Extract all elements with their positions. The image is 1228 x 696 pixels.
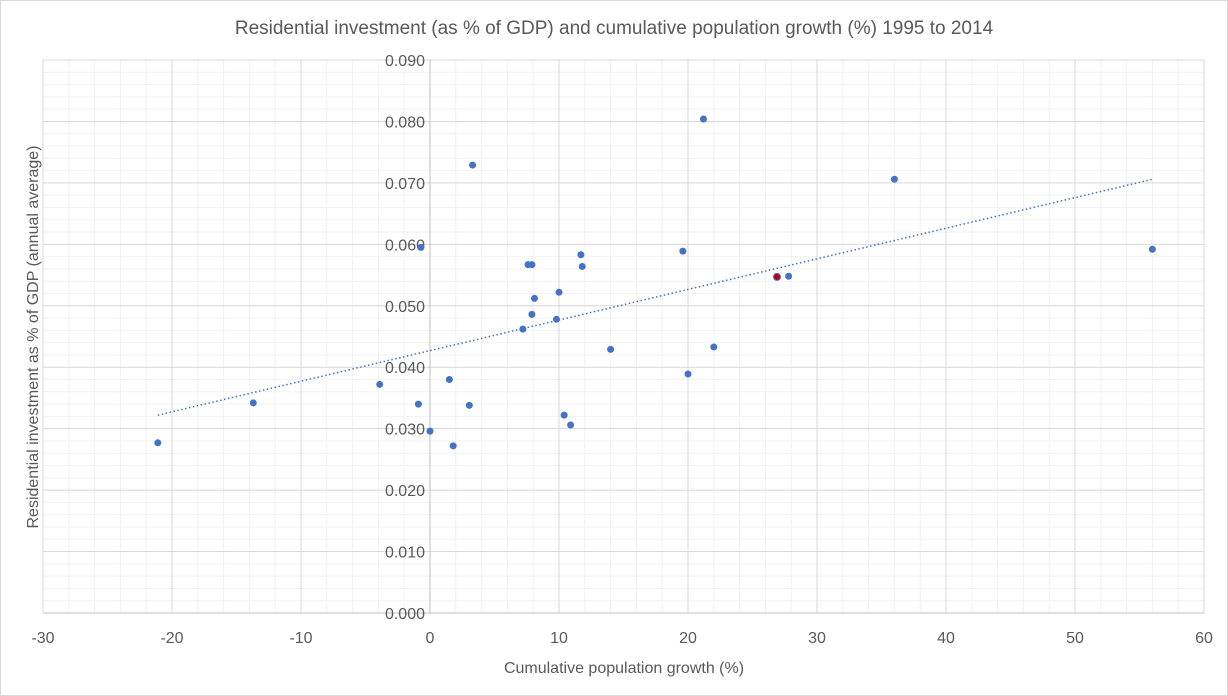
data-point xyxy=(552,315,560,323)
data-point xyxy=(785,272,793,280)
points-layer xyxy=(154,115,1156,450)
data-point xyxy=(555,288,563,296)
data-point xyxy=(578,262,586,270)
highlighted-data-point xyxy=(773,272,782,281)
axes: -30 -20 -10 0 10 20 30 40 50 60 0.000 0.010 0.020 0.0… xyxy=(31,53,1213,647)
data-point xyxy=(426,427,434,435)
chart-title: Residential investment (as % of GDP) and… xyxy=(235,18,994,39)
data-point xyxy=(465,401,473,409)
x-tick-label: 0 xyxy=(426,630,435,647)
data-point xyxy=(528,261,536,269)
x-tick-label: 60 xyxy=(1195,630,1213,647)
data-point xyxy=(376,380,384,388)
data-point xyxy=(449,442,457,450)
data-point xyxy=(414,400,422,408)
y-tick-label: 0.040 xyxy=(385,360,425,377)
data-point xyxy=(679,247,687,255)
data-point xyxy=(417,243,425,251)
y-tick-label: 0.000 xyxy=(385,606,425,623)
y-tick-label: 0.060 xyxy=(385,237,425,254)
data-point xyxy=(249,399,257,407)
y-axis-label: Residential investment as % of GDP (annu… xyxy=(25,145,42,528)
y-tick-label: 0.050 xyxy=(385,299,425,316)
y-tick-label: 0.010 xyxy=(385,545,425,562)
data-point xyxy=(684,370,692,378)
data-point xyxy=(890,175,898,183)
x-tick-label: 40 xyxy=(937,630,955,647)
y-tick-label: 0.070 xyxy=(385,176,425,193)
x-tick-label: -10 xyxy=(289,630,312,647)
x-tick-label: -20 xyxy=(160,630,183,647)
x-tick-label: 20 xyxy=(679,630,697,647)
data-point xyxy=(567,421,575,429)
data-point xyxy=(699,115,707,123)
data-point xyxy=(560,411,568,419)
y-tick-label: 0.030 xyxy=(385,422,425,439)
data-point xyxy=(710,343,718,351)
x-tick-label: -30 xyxy=(31,630,54,647)
x-tick-label: 10 xyxy=(550,630,568,647)
x-axis-label: Cumulative population growth (%) xyxy=(504,660,744,677)
data-point xyxy=(469,161,477,169)
x-tick-label: 50 xyxy=(1066,630,1084,647)
data-point xyxy=(519,325,527,333)
data-point xyxy=(445,376,453,384)
y-tick-label: 0.080 xyxy=(385,114,425,131)
y-tick-label: 0.020 xyxy=(385,483,425,500)
data-point xyxy=(577,251,585,259)
x-tick-label: 30 xyxy=(808,630,826,647)
data-point xyxy=(154,439,162,447)
y-tick-label: 0.090 xyxy=(385,53,425,70)
data-point xyxy=(530,294,538,302)
data-point xyxy=(607,345,615,353)
data-point xyxy=(528,310,536,318)
data-point xyxy=(1148,245,1156,253)
